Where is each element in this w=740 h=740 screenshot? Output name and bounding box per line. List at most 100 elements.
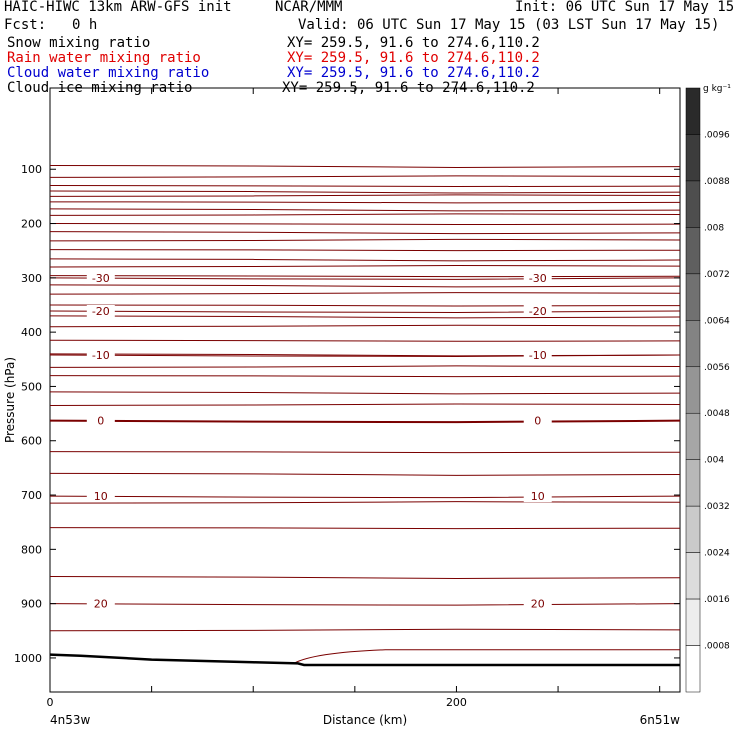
field-name-snow: Snow mixing ratio	[7, 35, 151, 51]
isobar-line	[49, 527, 681, 530]
isobar-line	[49, 375, 681, 378]
colorbar-swatch	[685, 645, 701, 693]
x-tick-label: 0	[47, 696, 54, 709]
isobar-line	[49, 501, 681, 504]
y-tick-label: 200	[21, 218, 42, 231]
y-tick-label: 300	[21, 272, 42, 285]
field-name-cloudwater: Cloud water mixing ratio	[7, 65, 210, 81]
y-tick-label: 800	[21, 543, 42, 556]
x-tick-label: 200	[446, 696, 467, 709]
y-tick-label: 700	[21, 489, 42, 502]
fcst-value: 0 h	[72, 17, 98, 33]
x-axis-title: Distance (km)	[323, 713, 407, 727]
y-tick-label: 500	[21, 380, 42, 393]
colorbar-label: .0088	[704, 177, 730, 187]
temperature-contour	[49, 277, 681, 280]
isobar-line	[49, 628, 681, 632]
colorbar-label: .0008	[704, 642, 730, 652]
isobar-line	[49, 231, 681, 235]
contour-label-bg	[523, 271, 552, 284]
isobar-line	[49, 208, 681, 212]
contour-label: -20	[529, 305, 547, 318]
colorbar-swatch	[685, 412, 701, 460]
contour-label-bg	[86, 597, 115, 610]
colorbar-swatch	[685, 134, 701, 182]
isobar-line	[49, 451, 681, 454]
y-tick-label: 1000	[14, 652, 42, 665]
temperature-contour	[49, 495, 681, 499]
colorbar-swatch	[685, 459, 701, 507]
valid-time: Valid: 06 UTC Sun 17 May 15 (03 LST Sun …	[298, 17, 720, 33]
contour-label: 20	[94, 598, 108, 611]
isobar-line	[49, 185, 681, 188]
colorbar-swatch	[685, 180, 701, 228]
colorbar-label: .0024	[704, 549, 730, 559]
x-end-label: 6n51w	[640, 713, 681, 727]
isobar-line	[49, 304, 681, 307]
colorbar-label: .0048	[704, 409, 730, 419]
colorbar-swatch	[685, 598, 701, 646]
isobar-line	[49, 164, 681, 168]
y-axis-title: Pressure (hPa)	[3, 357, 17, 443]
isobar-line	[49, 194, 681, 197]
chart-title: HAIC-HIWC 13km ARW-GFS init	[4, 0, 232, 15]
contour-label-bg	[523, 348, 552, 361]
y-tick-label: 400	[21, 326, 42, 339]
colorbar-label: .0056	[704, 363, 730, 373]
contour-label: 0	[534, 415, 541, 428]
colorbar-label: .004	[704, 456, 724, 466]
isobar-line	[49, 315, 681, 319]
isobar-line	[49, 238, 681, 242]
temperature-contour	[49, 354, 681, 357]
isobar-line	[49, 472, 681, 476]
isobar-line	[49, 292, 681, 295]
contour-label: -20	[92, 305, 110, 318]
isobar-line	[49, 175, 681, 178]
contour-label: 20	[531, 598, 545, 611]
isobar-line	[49, 201, 681, 204]
contour-label-bg	[86, 490, 115, 503]
isobar-line	[49, 391, 681, 395]
colorbar-label: .0064	[704, 316, 730, 326]
y-tick-label: 900	[21, 598, 42, 611]
field-xy-cloudice: XY= 259.5, 91.6 to 274.6,110.2	[282, 80, 535, 96]
colorbar-swatch	[685, 227, 701, 275]
contour-label-bg	[86, 271, 115, 284]
colorbar-label: .008	[704, 223, 724, 233]
colorbar-swatch	[685, 87, 701, 135]
isobar-line	[49, 264, 681, 268]
field-xy-snow: XY= 259.5, 91.6 to 274.6,110.2	[287, 35, 540, 51]
contour-label: 10	[94, 490, 108, 503]
y-tick-label: 600	[21, 435, 42, 448]
contour-label: -30	[529, 272, 547, 285]
colorbar-swatch	[685, 320, 701, 368]
colorbar-swatch	[685, 366, 701, 414]
isobar-line	[49, 258, 681, 262]
contour-label-bg	[523, 490, 552, 503]
colorbar-label: .0072	[704, 270, 730, 280]
field-xy-cloudwater: XY= 259.5, 91.6 to 274.6,110.2	[287, 65, 540, 81]
isobar-line	[49, 365, 681, 368]
y-tick-label: 100	[21, 163, 42, 176]
contour-label-bg	[523, 414, 552, 427]
isobar-line	[49, 213, 681, 216]
x-start-label: 4n53w	[50, 713, 91, 727]
init-time: Init: 06 UTC Sun 17 May 15	[515, 0, 735, 15]
isobar-line	[49, 190, 681, 194]
isobar-line	[49, 575, 681, 579]
colorbar-label: .0016	[704, 595, 730, 605]
colorbar-swatch	[685, 505, 701, 553]
temperature-contour	[49, 603, 681, 606]
contour-label: 0	[97, 415, 104, 428]
fcst-label: Fcst:	[4, 17, 47, 33]
contour-label-bg	[523, 304, 552, 317]
contour-label-bg	[86, 414, 115, 427]
isobar-line	[49, 284, 681, 288]
terrain-line	[49, 653, 680, 667]
colorbar-unit: g kg⁻¹	[703, 84, 731, 94]
isobar-line	[49, 403, 681, 406]
contour-label: -30	[92, 272, 110, 285]
contour-label: 10	[531, 490, 545, 503]
colorbar-label: .0032	[704, 502, 730, 512]
